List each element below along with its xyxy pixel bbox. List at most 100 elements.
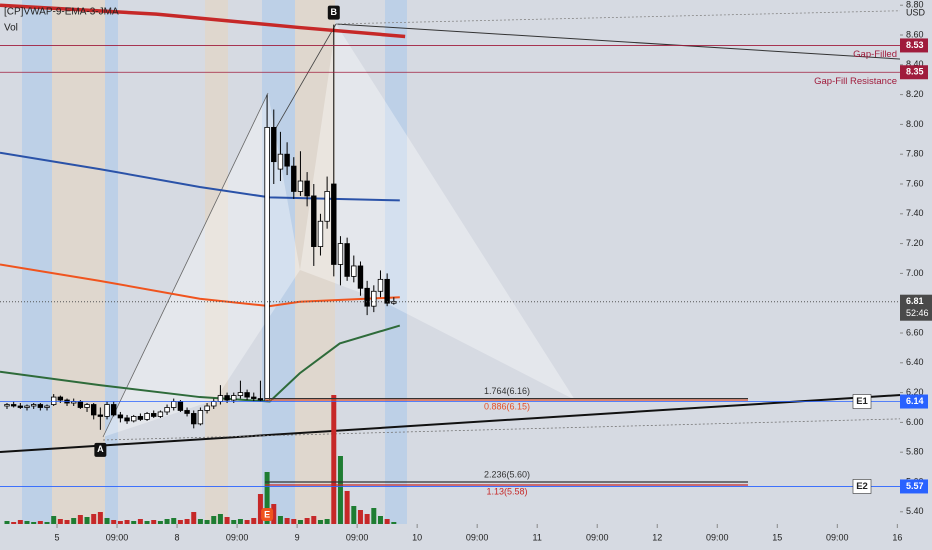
y-tick-label: 6.00 [906, 417, 924, 427]
price-tag [900, 65, 928, 80]
plot: Gap-Filled Gap-Fill Resistance 1.764(6.16)… [0, 3, 900, 524]
volume-bar [371, 508, 377, 524]
volume-bar [11, 522, 17, 524]
candle-body [184, 410, 190, 414]
volume-bar [311, 516, 317, 524]
fib-label: 2.236(5.60) [484, 469, 530, 479]
candle-body [244, 392, 250, 398]
volume-bar [31, 522, 37, 524]
candle-body [157, 411, 164, 417]
candle-body [84, 404, 90, 408]
volume-bar [231, 520, 237, 524]
volume-bar [4, 521, 10, 524]
volume-bar [171, 518, 177, 524]
volume-bar [37, 521, 43, 524]
candle-body [217, 395, 224, 402]
volume-bar [24, 521, 30, 524]
currency-label: USD [906, 7, 926, 17]
volume-bar [131, 521, 137, 524]
candle-body [117, 414, 124, 419]
volume-bar [317, 520, 323, 524]
candle-body [44, 405, 50, 408]
candle-body [237, 392, 244, 396]
pattern-point-box [327, 5, 340, 20]
candle-body [30, 404, 37, 407]
candle-body [311, 195, 317, 247]
volume-bar [291, 519, 297, 524]
y-tick-label: 8.20 [906, 89, 924, 99]
volume-bar [84, 517, 90, 524]
y-tick-label: 7.20 [906, 238, 924, 248]
volume-bar [117, 521, 123, 524]
volume-bar [277, 516, 283, 524]
candle-body [251, 396, 257, 399]
y-tick-label: 7.60 [906, 178, 924, 188]
band [52, 0, 105, 524]
candle-body [197, 410, 204, 425]
axes: 5.405.605.806.006.206.406.606.807.007.20… [55, 0, 932, 542]
volume-label: Vol [4, 23, 18, 34]
trend-line [335, 9, 932, 25]
y-tick-label: 7.80 [906, 149, 924, 159]
volume-bar [384, 519, 390, 524]
trend-line [0, 392, 932, 453]
earnings-marker [261, 508, 274, 521]
volume-bar [324, 519, 330, 524]
candle-body [364, 287, 370, 307]
candle-body [344, 243, 350, 277]
y-tick-label: 6.60 [906, 327, 924, 337]
volume-bar [391, 522, 397, 524]
price-axis [900, 0, 932, 550]
indicator-line [0, 263, 400, 308]
pattern-point-box [94, 442, 107, 457]
indicator-line [0, 3, 406, 39]
last-price-label: 6.81 [906, 296, 924, 306]
volume-bar [17, 520, 23, 524]
price-line-label: Gap-Fill Resistance [814, 76, 897, 87]
volume-bar [44, 522, 50, 524]
candle-body [124, 417, 130, 422]
volume-bar [244, 520, 250, 524]
candle-body [91, 404, 97, 416]
pattern-leg [275, 23, 337, 129]
volume-bar [157, 521, 163, 524]
candle-body [111, 404, 117, 416]
candle-body [324, 191, 330, 222]
candle-body [10, 404, 17, 407]
candle-body [331, 183, 337, 265]
volume-bar [357, 510, 363, 524]
volume-bar [111, 520, 117, 524]
y-tick-label: 8.00 [906, 119, 924, 129]
candle-body [50, 396, 57, 405]
candle-body [384, 278, 390, 304]
x-tick-label: 12 [652, 532, 662, 542]
candle-body [191, 413, 197, 425]
target-label: E2 [856, 481, 868, 492]
volume-bar [377, 516, 383, 524]
price-line-label: Gap-Filled [853, 49, 897, 60]
candle-body [77, 401, 84, 408]
volume-bar [91, 514, 97, 524]
volume-bar [344, 491, 350, 524]
x-tick-label: 10 [412, 532, 422, 542]
band [105, 0, 118, 524]
volume-bar [164, 519, 170, 524]
candle-body [231, 395, 237, 401]
price-tag-label: 5.57 [906, 481, 924, 491]
candle-body [164, 407, 170, 413]
target-box [852, 394, 872, 409]
volume-bar [151, 520, 157, 524]
volume-bar [184, 519, 190, 524]
x-tick-label: 09:00 [346, 532, 369, 542]
x-tick-label: 9 [295, 532, 300, 542]
candle-body [144, 413, 150, 420]
volume-bar [104, 518, 110, 524]
candle-body [57, 396, 64, 401]
x-tick-label: 09:00 [826, 532, 849, 542]
candle-body [151, 413, 157, 417]
earnings-label: E [264, 509, 270, 519]
trend-line [335, 23, 932, 62]
volume-bar [351, 506, 357, 524]
volume-bar [284, 518, 290, 524]
candle-body [204, 405, 210, 411]
